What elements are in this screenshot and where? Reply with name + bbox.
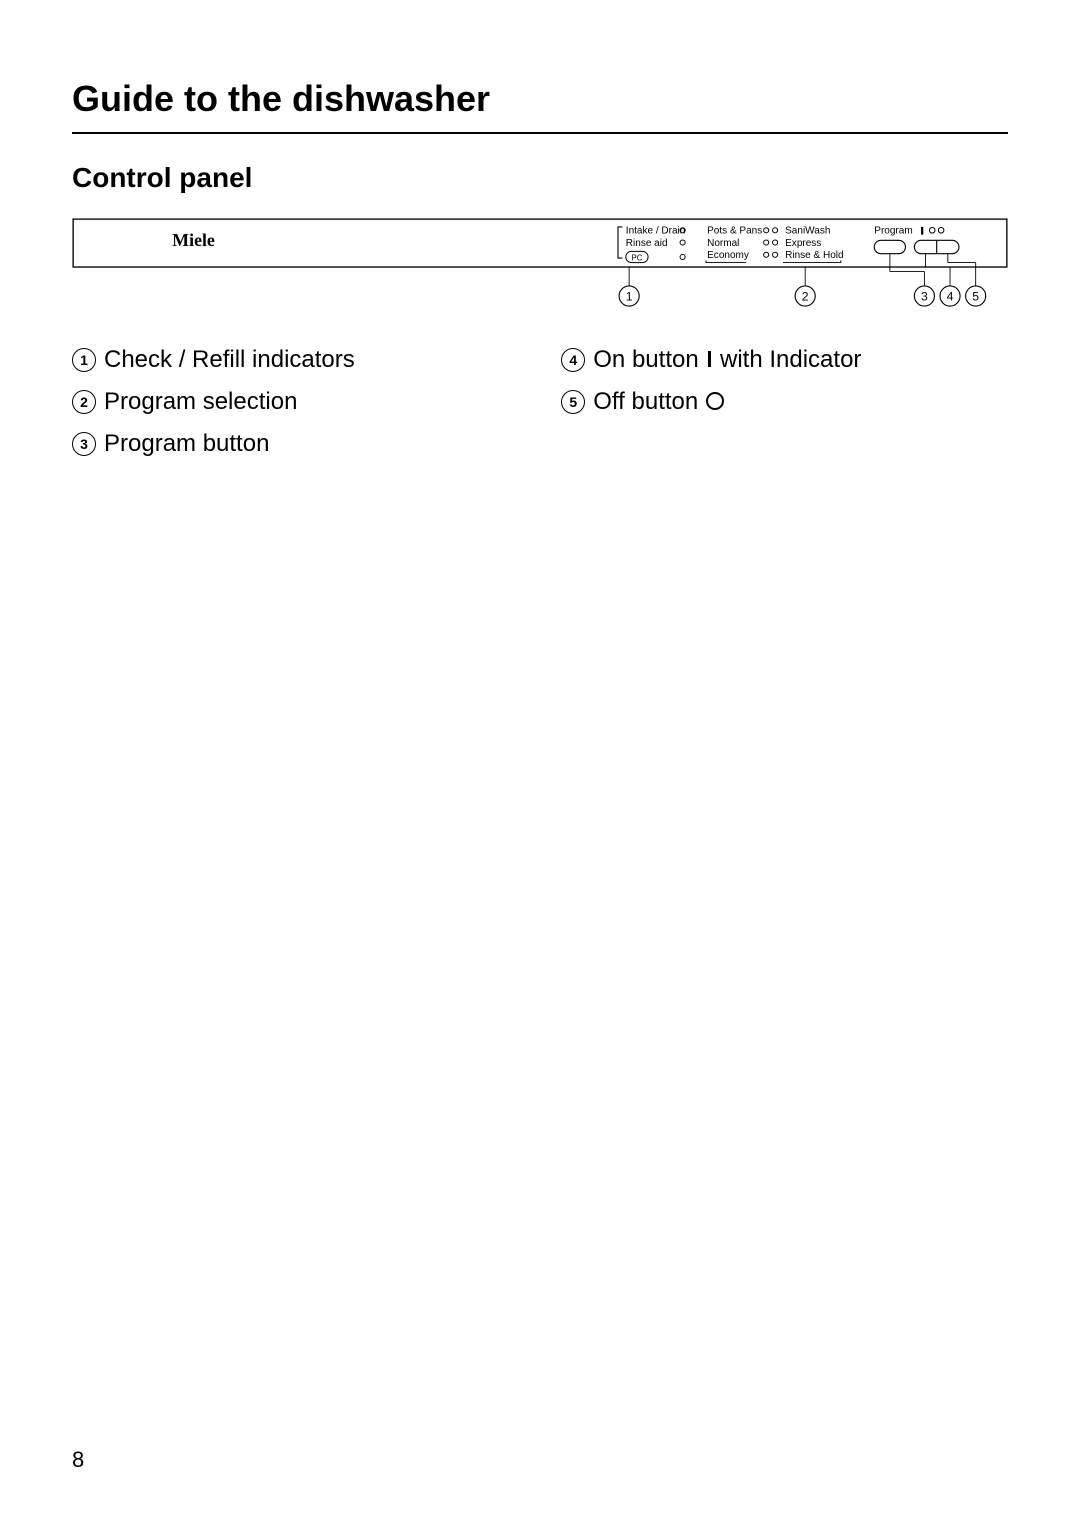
title-rule — [72, 132, 1008, 134]
legend-item: 1 Check / Refill indicators — [72, 346, 521, 374]
indicator-label: Rinse aid — [626, 238, 668, 249]
legend-text: Program selection — [104, 388, 297, 416]
legend-marker-icon: 3 — [72, 432, 96, 456]
legend-item: 3 Program button — [72, 430, 521, 458]
callout-marker: 3 — [914, 286, 934, 306]
legend: 1 Check / Refill indicators 2 Program se… — [72, 346, 1008, 458]
program-label: Pots & Pans — [707, 226, 762, 237]
legend-marker-icon: 2 — [72, 390, 96, 414]
page-title: Guide to the dishwasher — [72, 78, 1008, 120]
off-symbol-icon — [705, 391, 725, 411]
control-panel-svg: Miele Intake / Drain Rinse aid PC Pots &… — [72, 218, 1008, 318]
brand-logo: Miele — [172, 230, 215, 250]
program-heading: Program — [874, 226, 912, 237]
section-title: Control panel — [72, 162, 1008, 194]
callout-markers: 1 2 3 4 5 — [619, 286, 986, 306]
legend-item: 4 On button with Indicator — [561, 346, 1008, 374]
svg-text:5: 5 — [972, 289, 979, 303]
legend-right-column: 4 On button with Indicator 5 Off button — [561, 346, 1008, 458]
legend-text: Check / Refill indicators — [104, 346, 355, 374]
program-label: Normal — [707, 238, 739, 249]
program-label: Express — [785, 238, 821, 249]
legend-marker-icon: 5 — [561, 390, 585, 414]
legend-marker-icon: 1 — [72, 348, 96, 372]
svg-text:3: 3 — [921, 289, 928, 303]
indicator-label: Intake / Drain — [626, 226, 686, 237]
svg-text:2: 2 — [802, 289, 809, 303]
pc-badge-label: PC — [632, 253, 643, 262]
legend-text: On button with Indicator — [593, 346, 861, 374]
callout-marker: 4 — [940, 286, 960, 306]
legend-item: 5 Off button — [561, 388, 1008, 416]
callout-marker: 1 — [619, 286, 639, 306]
document-page: Guide to the dishwasher Control panel Mi… — [0, 0, 1080, 1529]
program-label: Rinse & Hold — [785, 250, 843, 261]
program-label: SaniWash — [785, 226, 830, 237]
svg-text:1: 1 — [626, 289, 633, 303]
page-number: 8 — [72, 1447, 84, 1473]
control-panel-figure: Miele Intake / Drain Rinse aid PC Pots &… — [72, 218, 1008, 318]
legend-item: 2 Program selection — [72, 388, 521, 416]
legend-marker-icon: 4 — [561, 348, 585, 372]
legend-text: Off button — [593, 388, 725, 416]
program-label: Economy — [707, 250, 749, 261]
svg-text:4: 4 — [947, 289, 954, 303]
legend-left-column: 1 Check / Refill indicators 2 Program se… — [72, 346, 521, 458]
legend-text: Program button — [104, 430, 269, 458]
callout-marker: 2 — [795, 286, 815, 306]
callout-marker: 5 — [966, 286, 986, 306]
on-symbol-icon — [921, 227, 923, 235]
